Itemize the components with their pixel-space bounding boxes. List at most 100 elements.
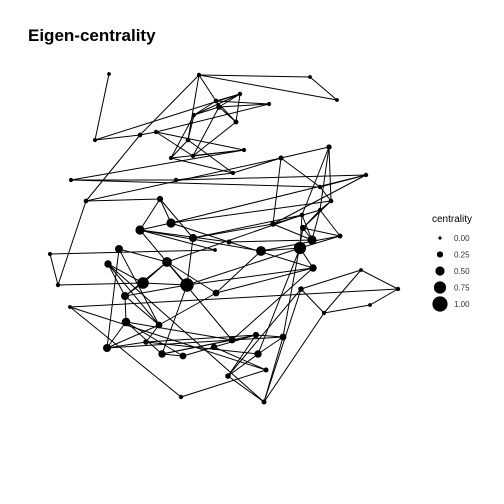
graph-edge bbox=[159, 198, 194, 239]
graph-edge bbox=[158, 292, 217, 326]
graph-node bbox=[252, 331, 260, 339]
graph-edge bbox=[70, 179, 321, 188]
graph-edge bbox=[175, 174, 367, 181]
graph-edge bbox=[263, 288, 302, 403]
graph-edge bbox=[328, 146, 332, 202]
graph-edge bbox=[139, 198, 161, 231]
graph-node bbox=[68, 177, 74, 183]
graph-edge bbox=[170, 200, 332, 224]
graph-edge bbox=[118, 248, 168, 263]
graph-edge bbox=[198, 74, 338, 101]
graph-edge bbox=[228, 241, 314, 269]
graph-node bbox=[162, 257, 172, 267]
graph-edge bbox=[155, 131, 194, 157]
graph-node bbox=[137, 132, 143, 138]
graph-node bbox=[213, 248, 217, 252]
graph-edge bbox=[139, 74, 200, 136]
graph-node bbox=[307, 235, 317, 245]
graph-edge bbox=[369, 288, 399, 306]
legend-title: centrality bbox=[432, 214, 472, 225]
graph-node bbox=[135, 225, 145, 235]
graph-edge bbox=[170, 174, 367, 224]
graph-node bbox=[168, 155, 174, 161]
graph-node bbox=[173, 177, 179, 183]
graph-node bbox=[92, 137, 98, 143]
graph-node bbox=[270, 221, 276, 227]
legend-label: 0.50 bbox=[454, 267, 470, 276]
graph-node bbox=[55, 282, 61, 288]
graph-node bbox=[228, 336, 236, 344]
graph-edge bbox=[139, 229, 262, 252]
graph-edge bbox=[301, 146, 330, 216]
graph-edge bbox=[360, 269, 399, 290]
graph-node bbox=[266, 101, 272, 107]
graph-edge bbox=[139, 222, 172, 231]
graph-edge bbox=[299, 235, 341, 249]
graph-node bbox=[225, 373, 231, 379]
graph-edge bbox=[124, 284, 188, 297]
graph-edge bbox=[309, 76, 338, 101]
graph-node bbox=[158, 350, 166, 358]
graph-edge bbox=[187, 139, 234, 174]
graph-edge bbox=[94, 134, 141, 141]
graph-edge bbox=[193, 93, 241, 116]
graph-edge bbox=[170, 222, 230, 243]
graph-edge bbox=[139, 229, 216, 251]
graph-edge bbox=[319, 146, 330, 211]
graph-edge bbox=[272, 223, 313, 241]
graph-edge bbox=[49, 253, 59, 286]
graph-edge bbox=[70, 149, 245, 181]
graph-node bbox=[237, 91, 243, 97]
graph-edge bbox=[166, 214, 303, 263]
graph-edge bbox=[107, 263, 265, 403]
graph-edge bbox=[125, 321, 233, 341]
graph-edge bbox=[106, 339, 233, 349]
graph-node bbox=[47, 251, 53, 257]
graph-edge bbox=[155, 131, 245, 151]
graph-edge bbox=[124, 295, 127, 323]
graph-edge bbox=[145, 334, 257, 343]
graph-edge bbox=[323, 269, 362, 314]
graph-edge bbox=[215, 100, 270, 105]
graph-edge bbox=[170, 114, 195, 159]
graph-node bbox=[185, 137, 191, 143]
graph-node bbox=[308, 75, 312, 79]
graph-node bbox=[179, 352, 187, 360]
graph-edge bbox=[57, 282, 144, 286]
graph-edge bbox=[180, 369, 267, 398]
graph-node bbox=[216, 104, 222, 110]
graph-edge bbox=[142, 282, 188, 286]
graph-node bbox=[180, 278, 194, 292]
graph-node bbox=[321, 310, 327, 316]
graph-node bbox=[115, 245, 123, 253]
graph-node bbox=[335, 98, 339, 102]
legend-dot bbox=[436, 251, 444, 258]
graph-edge bbox=[218, 93, 241, 108]
graph-edge bbox=[107, 263, 144, 284]
graph-node bbox=[189, 234, 197, 242]
graph-node bbox=[68, 305, 72, 309]
graph-node bbox=[121, 292, 129, 300]
graph-node bbox=[263, 367, 269, 373]
graph-edge bbox=[187, 74, 200, 141]
graph-edge bbox=[232, 157, 282, 174]
nodes-layer bbox=[47, 72, 401, 405]
graph-node bbox=[196, 72, 202, 78]
graph-edge bbox=[319, 186, 332, 202]
legend-dot bbox=[433, 281, 447, 294]
graph-node bbox=[226, 239, 232, 245]
graph-node bbox=[143, 339, 149, 345]
graph-edge bbox=[257, 247, 301, 355]
graph-edge bbox=[272, 157, 282, 225]
graph-edge bbox=[69, 306, 182, 398]
graph-edge bbox=[57, 200, 87, 286]
graph-node bbox=[395, 286, 401, 292]
graph-edge bbox=[311, 209, 321, 241]
graph-edge bbox=[263, 312, 325, 403]
graph-node bbox=[137, 277, 149, 289]
graph-edge bbox=[161, 284, 188, 355]
graph-node bbox=[254, 350, 262, 358]
graph-node bbox=[212, 289, 220, 297]
